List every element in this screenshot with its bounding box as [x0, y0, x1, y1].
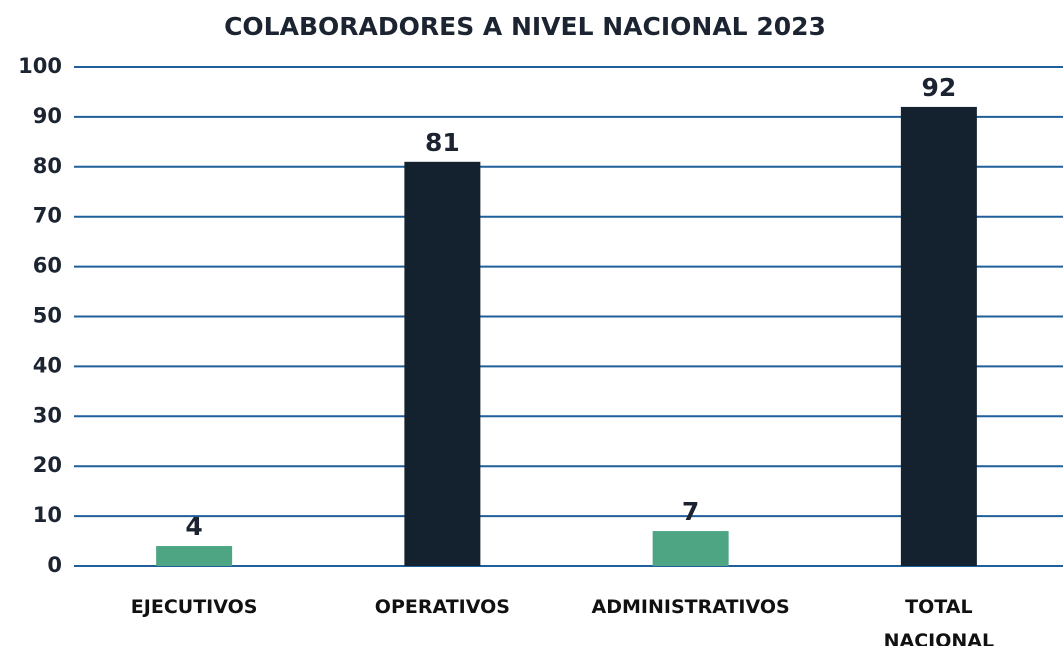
- y-tick-label: 40: [33, 353, 62, 377]
- x-tick-label: TOTAL NACIONAL: [883, 596, 995, 646]
- value-label: 7: [682, 497, 699, 526]
- y-tick-label: 10: [33, 503, 62, 527]
- y-tick-label: 30: [33, 403, 62, 427]
- x-tick-label: EJECUTIVOS: [130, 596, 258, 618]
- y-tick-label: 60: [33, 254, 62, 278]
- y-tick-label: 70: [33, 204, 62, 228]
- y-tick-label: 0: [47, 553, 62, 577]
- bar: [404, 161, 481, 566]
- value-label: 81: [425, 128, 460, 157]
- y-tick-label: 100: [18, 54, 62, 78]
- value-label: 92: [921, 73, 956, 102]
- bar: [900, 106, 977, 567]
- y-tick-label: 50: [33, 304, 62, 328]
- y-tick-label: 80: [33, 154, 62, 178]
- x-tick-label: OPERATIVOS: [374, 596, 510, 618]
- value-label: 4: [185, 512, 202, 541]
- bar: [156, 546, 233, 566]
- chart-title: COLABORADORES A NIVEL NACIONAL 2023: [224, 12, 826, 41]
- y-tick-label: 20: [33, 453, 62, 477]
- bar: [652, 531, 729, 566]
- x-tick-label: ADMINISTRATIVOS: [591, 596, 790, 618]
- y-tick-label: 90: [33, 104, 62, 128]
